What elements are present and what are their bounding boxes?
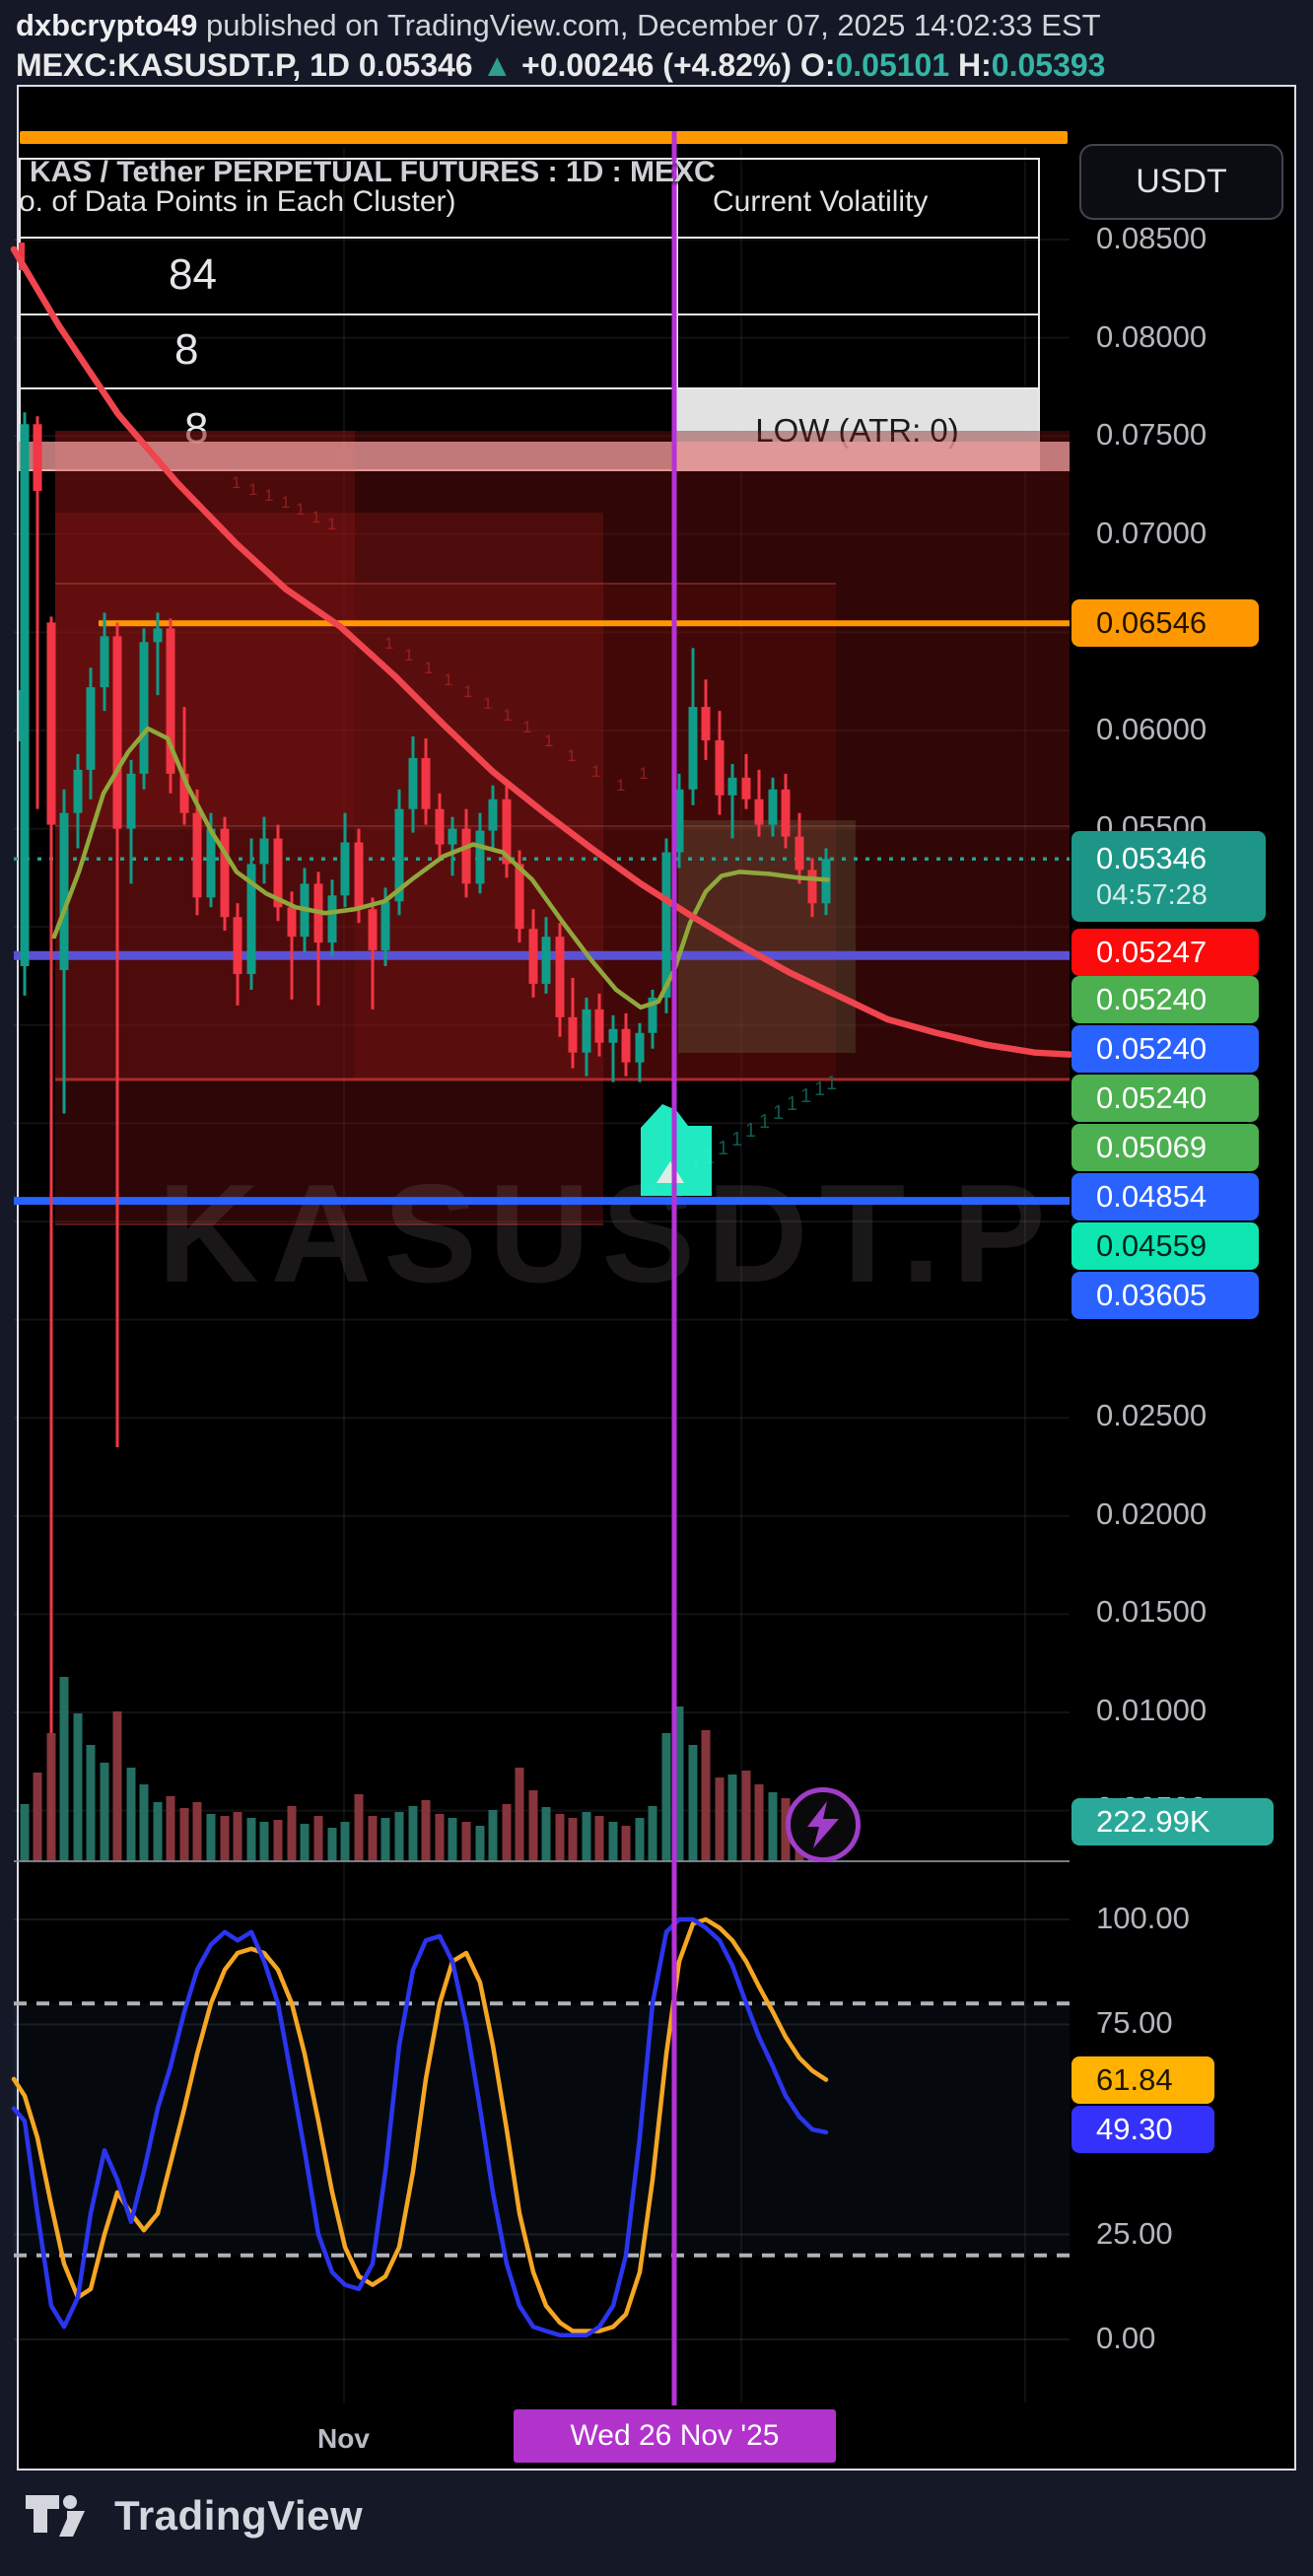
- symbol-name: MEXC:KASUSDT.P, 1D: [16, 47, 351, 83]
- tradingview-logo-icon: [26, 2495, 85, 2537]
- price-level-label: 0.05240: [1071, 976, 1259, 1023]
- price-axis-tick: 0.07000: [1096, 516, 1208, 550]
- publish-info: published on TradingView.com, December 0…: [197, 8, 1101, 42]
- price-axis-tick: 0.00: [1096, 2321, 1156, 2355]
- price-level-label: 0.05240: [1071, 1025, 1259, 1073]
- price-change: +0.00246 (+4.82%): [521, 47, 793, 83]
- price-axis-tick: 25.00: [1096, 2216, 1173, 2251]
- price-axis-tick: 0.07500: [1096, 417, 1208, 452]
- tradingview-logo-text: TradingView: [114, 2492, 364, 2539]
- open-label: O:: [799, 47, 836, 83]
- page-margin: [1296, 85, 1313, 2471]
- price-level-label: 0.03605: [1071, 1272, 1259, 1319]
- price-axis-tick: 0.08500: [1096, 221, 1208, 255]
- price-level-label: 0.06546: [1071, 599, 1259, 647]
- table-cell-clusters-row1: 84: [169, 250, 217, 299]
- price-level-label: 61.84: [1071, 2056, 1214, 2104]
- current-price-label: 0.05346 04:57:28: [1071, 831, 1266, 922]
- price-axis-tick: 100.00: [1096, 1901, 1190, 1935]
- tradingview-logo[interactable]: TradingView: [24, 2492, 363, 2540]
- open-value: 0.05101: [835, 47, 950, 83]
- author-name: dxbcrypto49: [16, 8, 198, 42]
- price-level-label: 0.04559: [1071, 1222, 1259, 1270]
- lightning-icon: [807, 1801, 839, 1848]
- price-axis-tick: 0.01000: [1096, 1693, 1208, 1727]
- price-axis-tick: 75.00: [1096, 2005, 1173, 2040]
- price-axis-tick: 0.01500: [1096, 1594, 1208, 1629]
- price-level-label: 0.05069: [1071, 1124, 1259, 1171]
- table-cell-clusters-row2: 8: [174, 325, 199, 374]
- volatility-meter-bar: [20, 131, 1068, 144]
- high-value: 0.05393: [991, 47, 1106, 83]
- up-arrow-icon: ▲: [481, 47, 514, 83]
- price-level-label: 0.05240: [1071, 1075, 1259, 1122]
- publish-header: dxbcrypto49 published on TradingView.com…: [16, 6, 1307, 85]
- last-price: 0.05346: [358, 47, 473, 83]
- price-level-label: 0.04854: [1071, 1173, 1259, 1220]
- price-axis-tick: 0.02500: [1096, 1398, 1208, 1432]
- instant-trade-button[interactable]: [786, 1787, 861, 1862]
- currency-toggle-button[interactable]: USDT: [1079, 144, 1283, 220]
- price-level-label: 0.05247: [1071, 929, 1259, 976]
- table-header-volatility: Current Volatility: [713, 185, 929, 218]
- table-header-clusters: o. of Data Points in Each Cluster): [19, 185, 456, 218]
- bar-countdown: 04:57:28: [1096, 879, 1208, 912]
- table-cell-clusters-row3: 8: [184, 404, 209, 453]
- table-divider: [21, 313, 1038, 315]
- price-axis-tick: 0.02000: [1096, 1497, 1208, 1531]
- price-axis-tick: 0.06000: [1096, 712, 1208, 746]
- time-axis-month-label: Nov: [317, 2423, 370, 2454]
- price-level-label: 49.30: [1071, 2106, 1214, 2153]
- high-label: H:: [958, 47, 992, 83]
- chart-title: KAS / Tether PERPETUAL FUTURES : 1D : ME…: [30, 156, 716, 188]
- symbol-line: MEXC:KASUSDT.P, 1D 0.05346 ▲ +0.00246 (+…: [16, 45, 1307, 85]
- table-divider: [21, 237, 1038, 239]
- crosshair-date-label: Wed 26 Nov '25: [514, 2409, 836, 2463]
- price-level-label: 222.99K: [1071, 1798, 1274, 1845]
- volatility-status-cell: LOW (ATR: 0): [676, 389, 1038, 471]
- price-axis-tick: 0.08000: [1096, 319, 1208, 354]
- publish-line: dxbcrypto49 published on TradingView.com…: [16, 6, 1307, 45]
